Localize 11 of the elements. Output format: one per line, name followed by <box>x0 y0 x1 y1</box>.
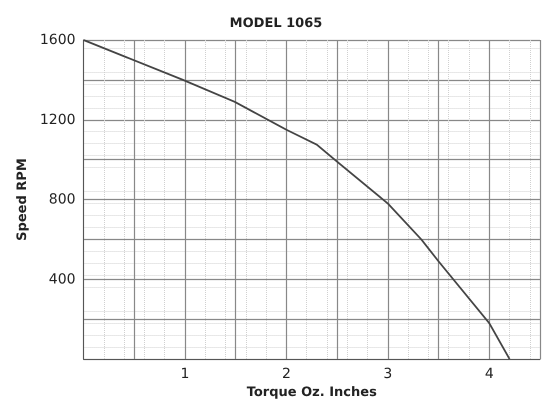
y-tick-label: 800 <box>48 192 76 208</box>
x-tick-label: 1 <box>180 366 190 382</box>
chart-title: MODEL 1065 <box>230 16 322 31</box>
y-axis-title: Speed RPM <box>15 158 30 241</box>
y-tick-label: 1600 <box>40 32 76 48</box>
x-tick-label: 2 <box>282 366 291 382</box>
y-tick-label: 1200 <box>40 112 76 128</box>
x-tick-label: 3 <box>383 366 392 382</box>
x-tick-label: 4 <box>484 366 494 382</box>
x-axis-title: Torque Oz. Inches <box>246 385 378 400</box>
y-tick-label: 400 <box>48 271 76 288</box>
